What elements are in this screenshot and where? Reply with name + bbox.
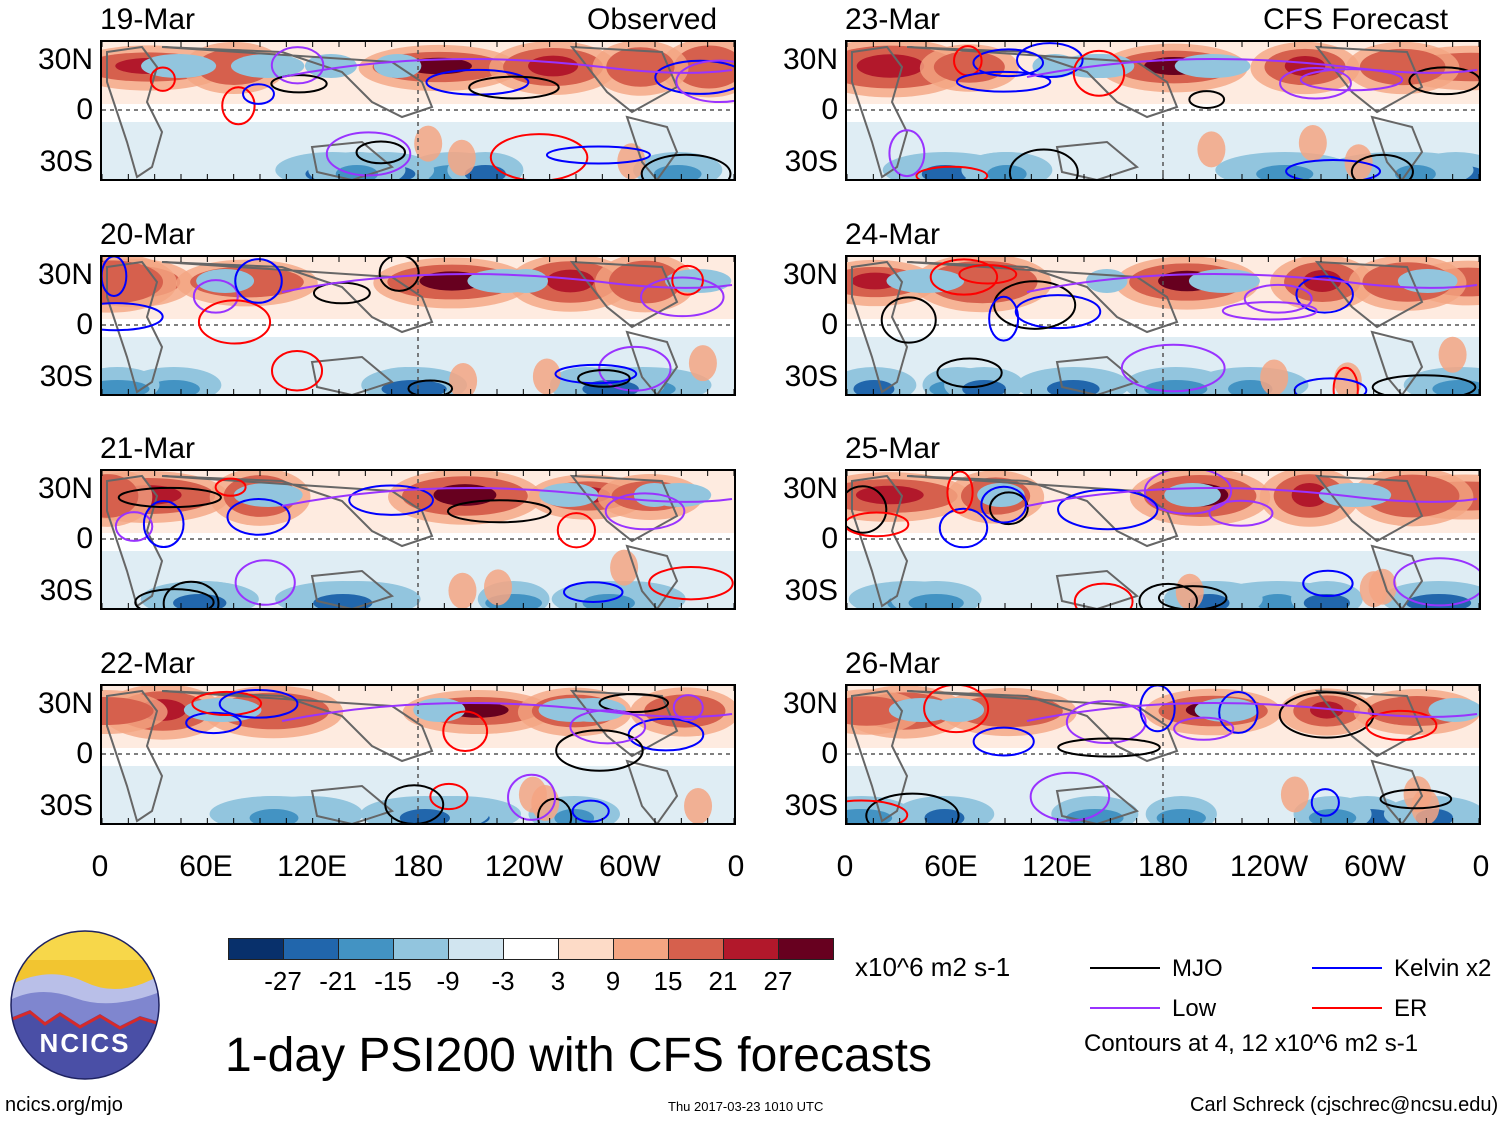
- footer-timestamp: Thu 2017-03-23 1010 UTC: [668, 1099, 824, 1114]
- lon-label: 120W: [1229, 850, 1309, 883]
- lat-label: 0: [76, 308, 93, 341]
- psi200-map-26-mar: [845, 684, 1481, 825]
- colorbar-label: 21: [708, 966, 738, 996]
- lat-label: 30S: [784, 574, 838, 607]
- panel-date-22-mar: 22-Mar: [100, 647, 196, 680]
- lat-label: 30N: [37, 43, 93, 76]
- lat-label: 30S: [784, 360, 838, 393]
- colorbar-label: 27: [763, 966, 793, 996]
- lat-label: 30N: [782, 472, 838, 505]
- cfs-forecast-header: CFS Forecast: [1263, 3, 1449, 36]
- observed-header: Observed: [587, 3, 718, 36]
- lat-label: 30S: [39, 360, 93, 393]
- colorbar-label: -27: [264, 966, 302, 996]
- lat-label: 30N: [782, 43, 838, 76]
- lon-label: 0: [91, 850, 109, 883]
- lat-label: 30S: [784, 789, 838, 822]
- psi200-map-20-mar: [100, 255, 736, 396]
- colorbar-swatch: [503, 938, 559, 960]
- panel-date-25-mar: 25-Mar: [845, 432, 941, 465]
- lon-label: 60W: [1344, 850, 1406, 883]
- lon-label: 60E: [924, 850, 978, 883]
- psi200-map-24-mar: [845, 255, 1481, 396]
- ncics-logo: NCICS: [10, 930, 160, 1080]
- colorbar-label: -9: [436, 966, 460, 996]
- lat-label: 0: [821, 737, 838, 770]
- main-title: 1-day PSI200 with CFS forecasts: [225, 1029, 932, 1082]
- psi200-map-23-mar: [845, 40, 1481, 181]
- legend-line-kelvin-x2: [1312, 967, 1382, 969]
- panel-date-20-mar: 20-Mar: [100, 218, 196, 251]
- legend-line-er: [1312, 1007, 1382, 1009]
- panel-date-24-mar: 24-Mar: [845, 218, 941, 251]
- colorbar-units: x10^6 m2 s-1: [855, 952, 1011, 982]
- lat-label: 0: [821, 93, 838, 126]
- lon-label: 120W: [484, 850, 564, 883]
- lon-label: 0: [1472, 850, 1490, 883]
- footer-author: Carl Schreck (cjschrec@ncsu.edu): [1190, 1094, 1499, 1116]
- colorbar-swatch: [283, 938, 339, 960]
- lat-label: 30S: [39, 574, 93, 607]
- legend-label: MJO: [1172, 955, 1223, 982]
- lon-label: 60W: [599, 850, 661, 883]
- legend-label: ER: [1394, 995, 1428, 1022]
- colorbar-swatch: [393, 938, 449, 960]
- lat-label: 30N: [782, 258, 838, 291]
- psi200-map-25-mar: [845, 469, 1481, 610]
- colorbar-swatch: [778, 938, 834, 960]
- lon-label: 120E: [276, 850, 348, 883]
- footer-url: ncics.org/mjo: [5, 1094, 123, 1116]
- legend-line-mjo: [1090, 967, 1160, 969]
- colorbar-swatch: [723, 938, 779, 960]
- legend-label: Kelvin x2: [1394, 955, 1492, 982]
- lat-label: 30S: [784, 145, 838, 178]
- lat-label: 0: [821, 522, 838, 555]
- lat-label: 0: [76, 93, 93, 126]
- lon-label: 180: [392, 850, 444, 883]
- lat-label: 30N: [37, 472, 93, 505]
- lat-label: 30S: [39, 145, 93, 178]
- legend-label: Low: [1172, 995, 1217, 1022]
- colorbar-swatch: [448, 938, 504, 960]
- colorbar-label: -3: [491, 966, 515, 996]
- colorbar: -27 -21 -15 -9 -3 3 9 15 21 27: [228, 938, 834, 998]
- colorbar-label: 9: [605, 966, 621, 996]
- colorbar-swatch: [668, 938, 724, 960]
- lat-label: 0: [821, 308, 838, 341]
- lon-label: 60E: [179, 850, 233, 883]
- panel-date-21-mar: 21-Mar: [100, 432, 196, 465]
- panel-date-23-mar: 23-Mar: [845, 3, 941, 36]
- lat-label: 30N: [37, 687, 93, 720]
- lon-label: 120E: [1021, 850, 1093, 883]
- colorbar-swatch: [338, 938, 394, 960]
- colorbar-label: 3: [550, 966, 566, 996]
- logo-text: NCICS: [39, 1028, 131, 1058]
- colorbar-label: -15: [374, 966, 412, 996]
- lon-label: 180: [1137, 850, 1189, 883]
- psi200-map-21-mar: [100, 469, 736, 610]
- colorbar-swatch: [228, 938, 284, 960]
- lat-label: 30N: [37, 258, 93, 291]
- psi200-map-19-mar: [100, 40, 736, 181]
- lon-label: 0: [836, 850, 854, 883]
- colorbar-swatch: [613, 938, 669, 960]
- lat-label: 30S: [39, 789, 93, 822]
- psi200-map-22-mar: [100, 684, 736, 825]
- panel-date-26-mar: 26-Mar: [845, 647, 941, 680]
- lat-label: 0: [76, 522, 93, 555]
- colorbar-swatch: [558, 938, 614, 960]
- lat-label: 30N: [782, 687, 838, 720]
- colorbar-label: -21: [319, 966, 357, 996]
- legend-line-low: [1090, 1007, 1160, 1009]
- lon-label: 0: [727, 850, 745, 883]
- contour-note: Contours at 4, 12 x10^6 m2 s-1: [1084, 1030, 1419, 1057]
- panel-date-19-mar: 19-Mar: [100, 3, 196, 36]
- lat-label: 0: [76, 737, 93, 770]
- colorbar-label: 15: [653, 966, 683, 996]
